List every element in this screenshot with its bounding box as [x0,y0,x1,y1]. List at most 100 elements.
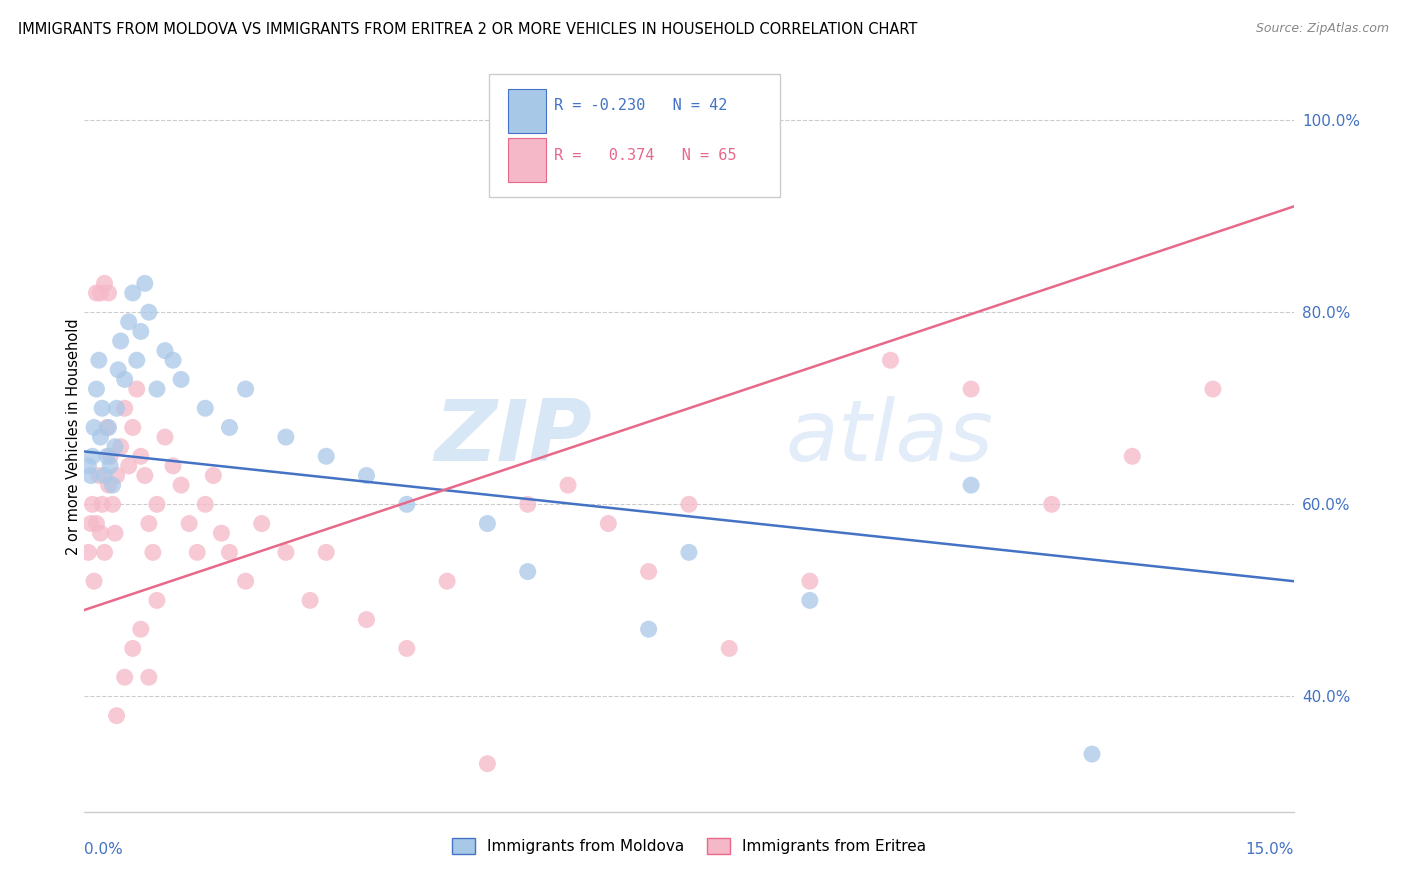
Text: ZIP: ZIP [434,395,592,479]
FancyBboxPatch shape [508,88,547,133]
Point [315,450,337,464]
Point [107,363,129,377]
Point [89,430,111,444]
Point [1040,497,1063,511]
Point [134,277,156,291]
Point [138,516,160,531]
Point [142,545,165,559]
Point [83,574,105,589]
Text: IMMIGRANTS FROM MOLDOVA VS IMMIGRANTS FROM ERITREA 2 OR MORE VEHICLES IN HOUSEHO: IMMIGRANTS FROM MOLDOVA VS IMMIGRANTS FR… [18,22,918,37]
Point [637,622,659,636]
Point [89,526,111,541]
Point [105,401,128,416]
Point [125,382,148,396]
Point [162,353,184,368]
FancyBboxPatch shape [508,138,547,182]
Point [98,458,121,473]
Text: 15.0%: 15.0% [1246,842,1294,856]
Point [138,670,160,684]
Point [121,641,143,656]
Point [114,372,136,386]
Point [637,565,659,579]
Point [146,382,169,396]
Point [170,478,193,492]
Point [477,756,499,771]
Point [138,305,160,319]
Point [170,372,193,386]
Point [86,382,108,396]
Point [598,516,620,531]
Point [104,526,127,541]
Point [274,430,297,444]
Point [118,458,141,473]
Text: atlas: atlas [786,395,994,479]
Point [235,382,257,396]
Point [97,478,120,492]
Point [129,450,152,464]
Point [96,450,118,464]
Text: R =   0.374   N = 65: R = 0.374 N = 65 [554,148,735,163]
Y-axis label: 2 or more Vehicles in Household: 2 or more Vehicles in Household [66,318,80,556]
Point [202,468,225,483]
Point [1121,450,1143,464]
Point [104,440,127,454]
Point [110,440,132,454]
Point [274,545,297,559]
Point [356,468,378,483]
Point [77,458,100,473]
Point [97,420,120,434]
Point [153,343,176,358]
Point [557,478,579,492]
Point [101,497,124,511]
Point [96,420,118,434]
Point [82,450,104,464]
Point [960,382,983,396]
Point [87,468,110,483]
Text: 0.0%: 0.0% [84,842,124,856]
Point [235,574,257,589]
Point [146,593,169,607]
Point [1202,382,1225,396]
Point [121,420,143,434]
Point [218,420,240,434]
Point [209,526,232,541]
Point [80,468,103,483]
Point [91,401,114,416]
Point [1081,747,1104,761]
Point [114,401,136,416]
Point [93,277,115,291]
Point [146,497,169,511]
Point [110,334,132,348]
Point [678,497,700,511]
Point [799,574,821,589]
Point [315,545,337,559]
Point [82,497,104,511]
Point [960,478,983,492]
Point [162,458,184,473]
Point [477,516,499,531]
Point [179,516,201,531]
Point [101,478,124,492]
Text: R = -0.230   N = 42: R = -0.230 N = 42 [554,98,727,113]
Point [129,622,152,636]
Point [194,497,217,511]
Legend: Immigrants from Moldova, Immigrants from Eritrea: Immigrants from Moldova, Immigrants from… [446,832,932,860]
Point [134,468,156,483]
Point [97,285,120,300]
Point [91,497,114,511]
Point [299,593,322,607]
Point [129,325,152,339]
Point [86,285,108,300]
Point [436,574,458,589]
Point [153,430,176,444]
Point [86,516,108,531]
Point [93,545,115,559]
Point [118,315,141,329]
Text: Source: ZipAtlas.com: Source: ZipAtlas.com [1256,22,1389,36]
Point [395,497,418,511]
FancyBboxPatch shape [489,74,780,197]
Point [194,401,217,416]
Point [114,670,136,684]
Point [121,285,143,300]
Point [516,497,538,511]
